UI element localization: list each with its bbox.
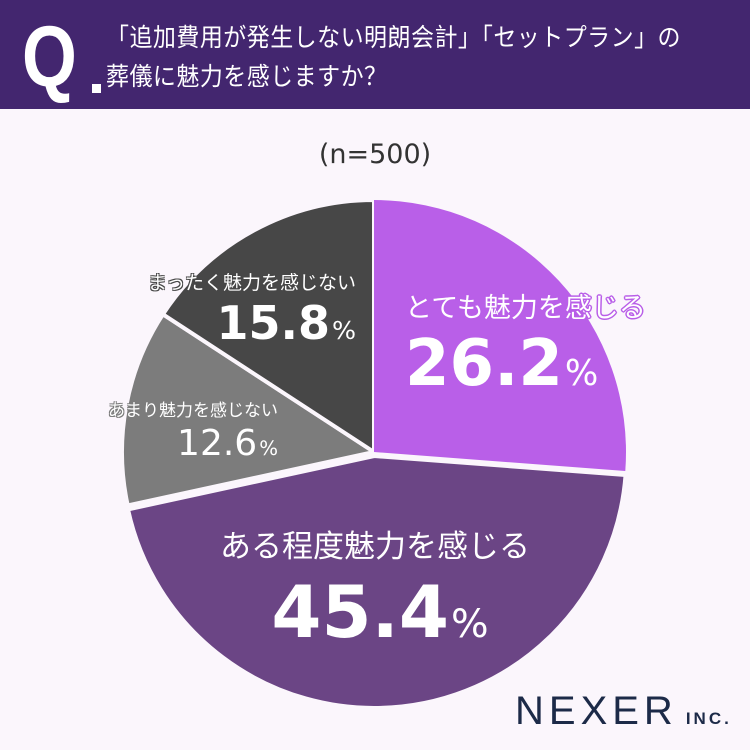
nexer-logo: NEXER INC. (515, 689, 732, 733)
label-name: とても魅力を感じる (405, 293, 646, 324)
question-line-2: 葬儀に魅力を感じますか？ (106, 62, 388, 91)
question-text: 「追加費用が発生しない明朗会計」「セットプラン」の 葬儀に魅力を感じますか？ (106, 18, 695, 96)
slice-not-very-attractive (120, 311, 380, 508)
label-value: 12.6% (177, 423, 278, 464)
slice-not-at-all-attractive (160, 197, 376, 456)
label-not-at-all-attractive: まったく魅力を感じない 15.8% (112, 270, 356, 358)
label-not-very-attractive: あまり魅力を感じない 12.6% (70, 400, 278, 471)
label-value: 26.2% (405, 327, 599, 401)
label-name: ある程度魅力を感じる (220, 529, 530, 565)
label-value: 45.4% (271, 570, 489, 654)
q-mark: Q (22, 9, 77, 105)
question-header: Q 「追加費用が発生しない明朗会計」「セットプラン」の 葬儀に魅力を感じますか？ (0, 0, 750, 109)
label-name: あまり魅力を感じない (108, 401, 278, 421)
label-name: まったく魅力を感じない (147, 272, 356, 294)
slice-very-attractive (374, 200, 626, 471)
label-value: 15.8% (216, 296, 356, 350)
label-very-attractive: とても魅力を感じる 26.2% (405, 292, 646, 410)
question-line-1: 「追加費用が発生しない明朗会計」「セットプラン」の (106, 23, 682, 52)
label-somewhat-attractive: ある程度魅力を感じる 45.4% (0, 527, 750, 665)
sample-size: (n=500) (318, 139, 432, 170)
slice-somewhat-attractive (125, 453, 628, 710)
q-dot (92, 84, 101, 93)
